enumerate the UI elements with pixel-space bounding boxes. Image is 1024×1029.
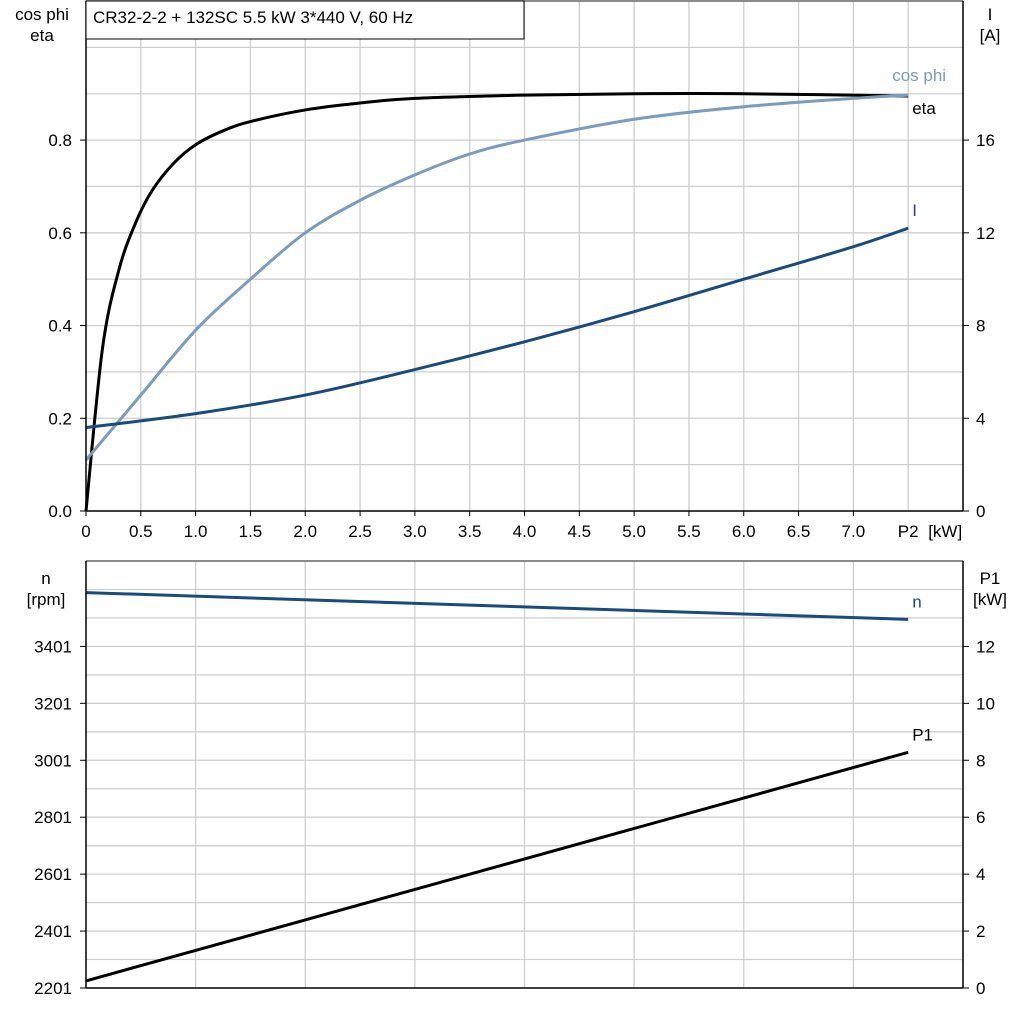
y-right-tick-label: 8 (976, 751, 985, 770)
y-right-axis-title: P1 (980, 569, 1001, 588)
x-tick-label: 0.5 (129, 522, 153, 541)
y-right-axis-unit: [kW] (973, 590, 1007, 609)
title-box: CR32-2-2 + 132SC 5.5 kW 3*440 V, 60 Hz (85, 0, 525, 40)
x-tick-label: 5.0 (622, 522, 646, 541)
curves (84, 91, 909, 983)
x-tick-label: 4.5 (567, 522, 591, 541)
y-left-tick-label: 0.2 (48, 409, 72, 428)
x-tick-label: 0 (81, 522, 90, 541)
y-right-tick-label: 12 (976, 224, 995, 243)
y-right-tick-label: 10 (976, 694, 995, 713)
y-left-axis-unit: [rpm] (27, 590, 66, 609)
x-tick-label: 6.5 (787, 522, 811, 541)
x-tick-label: 1.5 (239, 522, 263, 541)
curve-P1 (85, 750, 909, 983)
y-right-tick-label: 4 (976, 409, 985, 428)
x-tick-label: 1.0 (184, 522, 208, 541)
y-left-tick-label: 2601 (34, 865, 72, 884)
series-label-n: n (912, 592, 921, 611)
y-right-tick-label: 0 (976, 502, 985, 521)
x-tick-label: 7.0 (842, 522, 866, 541)
grid-lines (86, 1, 963, 988)
curve-n (85, 591, 909, 621)
y-left-tick-label: 0.8 (48, 131, 72, 150)
y-right-tick-label: 12 (976, 637, 995, 656)
series-label-eta: eta (912, 99, 936, 118)
x-tick-label: 4.0 (513, 522, 537, 541)
y-right-tick-label: 6 (976, 808, 985, 827)
curve-eta (84, 91, 909, 512)
y-right-tick-label: 16 (976, 131, 995, 150)
series-label-P1: P1 (912, 725, 933, 744)
x-axis-title: P2 (898, 522, 919, 541)
x-tick-label: 3.0 (403, 522, 427, 541)
y-left-tick-label: 3201 (34, 694, 72, 713)
x-tick-label: 3.5 (458, 522, 482, 541)
x-tick-label: 5.5 (677, 522, 701, 541)
x-tick-label: 2.0 (293, 522, 317, 541)
y-right-tick-label: 8 (976, 317, 985, 336)
y-left-tick-label: 2801 (34, 808, 72, 827)
y-left-tick-label: 3001 (34, 751, 72, 770)
x-tick-label: 2.5 (348, 522, 372, 541)
y-left-tick-label: 2401 (34, 922, 72, 941)
y-left-axis-title: n (41, 569, 50, 588)
y-right-tick-label: 4 (976, 865, 985, 884)
y-left-tick-label: 0.0 (48, 502, 72, 521)
y-left-tick-label: 3401 (34, 637, 72, 656)
y-right-tick-label: 2 (976, 922, 985, 941)
y-right-axis-unit: [A] (980, 26, 1001, 45)
y-left-axis-unit: eta (30, 26, 54, 45)
chart-title: CR32-2-2 + 132SC 5.5 kW 3*440 V, 60 Hz (93, 8, 413, 27)
x-tick-label: 6.0 (732, 522, 756, 541)
series-label-I: I (912, 201, 917, 220)
y-left-axis-title: cos phi (15, 5, 69, 24)
x-axis-unit: [kW] (928, 522, 962, 541)
y-right-axis-title: I (988, 5, 993, 24)
curve-I (85, 226, 909, 430)
labels: 0.0 0.2 0.4 0.6 0.8 0 4 8 12 16 cos phi eta I [A] 0 0.5… (15, 5, 1007, 998)
y-left-tick-label: 2201 (34, 979, 72, 998)
y-right-tick-label: 0 (976, 979, 985, 998)
y-left-tick-label: 0.4 (48, 317, 72, 336)
y-left-tick-label: 0.6 (48, 224, 72, 243)
series-label-cos-phi: cos phi (892, 66, 946, 85)
curve-cos-phi (84, 93, 909, 461)
